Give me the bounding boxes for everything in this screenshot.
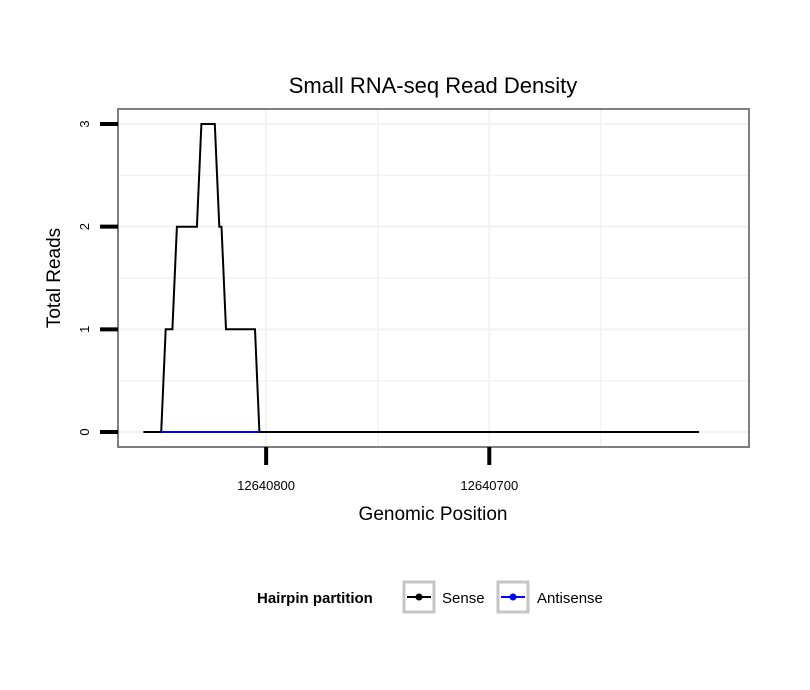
legend-item-sense: Sense (402, 580, 485, 614)
series-lines (143, 123, 700, 433)
legend-dot-antisense (509, 593, 517, 601)
y-tick-label: 3 (77, 120, 92, 127)
legend: Hairpin partition Sense Antisense (257, 580, 603, 614)
legend-label-sense: Sense (442, 590, 485, 607)
plot-panel-border (117, 108, 750, 448)
legend-label-antisense: Antisense (537, 590, 603, 607)
y-tick-label: 1 (77, 326, 92, 333)
x-axis: 12640800 12640700 (237, 447, 518, 493)
y-axis-title: Total Reads (44, 228, 65, 328)
series-line-sense (143, 123, 700, 433)
x-tick-label: 12640700 (460, 478, 518, 493)
legend-title: Hairpin partition (257, 590, 373, 607)
x-axis-title: Genomic Position (359, 504, 508, 525)
grid-lines (118, 109, 749, 447)
legend-item-antisense: Antisense (496, 580, 603, 614)
x-tick-label: 12640800 (237, 478, 295, 493)
y-axis: 0 1 2 3 (77, 120, 118, 436)
chart-title: Small RNA-seq Read Density (289, 73, 578, 98)
y-tick-label: 0 (77, 428, 92, 435)
y-tick-label: 2 (77, 223, 92, 230)
legend-dot-sense (415, 593, 423, 601)
